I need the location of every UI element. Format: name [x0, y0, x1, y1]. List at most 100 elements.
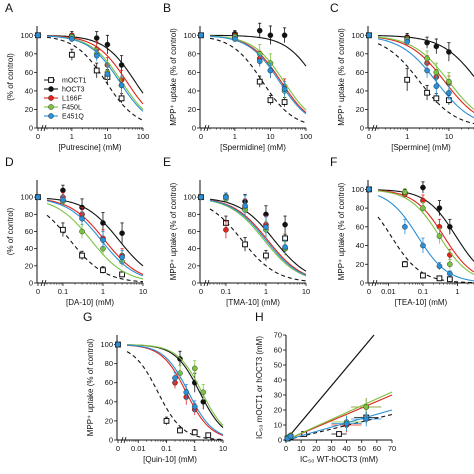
data-point-hoct3 [267, 32, 274, 39]
panel-b: B 0 20 40 60 80 100 0 1 10 100 [Spermidine] (mM) MPP… [163, 1, 312, 152]
data-point-f450l [436, 233, 443, 239]
fit-curve-l166f [377, 36, 474, 113]
legend-marker [48, 86, 54, 92]
data-point-hoct3 [119, 230, 125, 237]
x-tick-label: 100 [137, 132, 150, 141]
x-tick-label: 0 [367, 132, 371, 141]
fit-curve-e451q [209, 35, 307, 115]
x-tick-label: 10 [103, 132, 111, 141]
y-tick-label: 20 [356, 105, 364, 114]
y-tick-label: 80 [356, 204, 364, 213]
panel-label: C [330, 1, 339, 15]
x-axis-label: [DA-10] (mM) [66, 298, 114, 307]
legend: mOCT1 hOCT3 L166F F450L E451Q [44, 77, 87, 121]
axis-break [43, 279, 47, 287]
y-tick-label: 60 [188, 68, 196, 77]
y-tick-label: 0 [360, 124, 364, 133]
data-point-moct1 [401, 261, 408, 268]
series-e451q [377, 38, 474, 119]
data-point-hoct3 [281, 32, 288, 39]
panel-h: H 0 10 20 30 40 50 60 70 0 10 20 30 40 50 60 70 IC₅₀ WT-h… [255, 310, 396, 464]
fit-curve-f450l [209, 200, 307, 277]
axis-break [123, 436, 127, 444]
panel-label: H [255, 310, 264, 324]
data-point-hoct3 [100, 220, 106, 226]
fit-curve-e451q [126, 344, 224, 436]
x-tick-label: 0.1 [161, 444, 171, 453]
y-tick-label: 100 [100, 340, 113, 349]
panel-label: A [5, 1, 13, 15]
x-tick-label: 10 [297, 444, 305, 453]
y-tick-label: 100 [20, 193, 33, 202]
x-tick-label: 50 [358, 444, 366, 453]
axis-break [40, 279, 44, 287]
y-axis-label: IC₅₀ mOCT1 or hOCT3 (mM) [255, 336, 264, 439]
data-point-e451q [223, 194, 229, 200]
x-tick-label: 0 [367, 287, 371, 296]
data-point-e451q [363, 416, 370, 422]
data-point-e451q [420, 242, 426, 249]
data-point-e451q [433, 83, 440, 90]
data-point-f450l [402, 189, 408, 195]
series-moct1 [209, 208, 307, 282]
identity-line [285, 334, 375, 441]
y-tick-label: 80 [105, 359, 113, 368]
fit-curve-l166f [46, 35, 144, 105]
fit-curve-moct1 [126, 351, 224, 441]
axis-break [206, 279, 210, 287]
panel-c: C 0 20 40 60 80 100 0 1 10 [Spermine] (mM) MPP⁺ upt… [330, 1, 474, 152]
y-axis-label: MPP⁺ uptake (% of control) [169, 28, 178, 126]
y-tick-label: 80 [188, 210, 196, 219]
y-tick-label: 40 [188, 244, 196, 253]
axis-break [120, 436, 124, 444]
data-point-moct1 [68, 51, 75, 58]
series-e451q [377, 195, 474, 282]
x-tick-label: 100 [300, 132, 313, 141]
y-axis-label: MPP⁺ uptake (% of control) [337, 28, 346, 126]
data-point-moct1 [191, 429, 198, 436]
regression-line-e451q [285, 409, 393, 441]
axis-break [40, 124, 44, 132]
axis-break [43, 124, 47, 132]
fit-curve-moct1 [46, 36, 144, 121]
control-marker-e451q [198, 32, 204, 39]
data-point-f450l [79, 228, 85, 235]
data-point-e451q [172, 375, 178, 381]
data-point-f450l [363, 404, 370, 410]
series-e451q [46, 35, 144, 112]
series-l166f [126, 344, 224, 436]
series-moct1 [377, 216, 474, 284]
data-point-moct1 [177, 427, 183, 434]
y-tick-label: 60 [25, 227, 33, 236]
data-point-hoct3 [60, 187, 66, 194]
series-l166f [209, 198, 307, 275]
y-tick-label: 80 [25, 49, 33, 58]
x-tick-label: 60 [373, 444, 381, 453]
y-tick-label: 100 [183, 193, 196, 202]
data-point-f450l [191, 365, 198, 372]
fit-curve-l166f [377, 189, 474, 273]
data-point-e451q [118, 82, 125, 89]
data-point-hoct3 [447, 224, 453, 230]
x-tick-label: 0 [36, 132, 40, 141]
data-point-moct1 [433, 95, 440, 102]
fit-curve-hoct3 [46, 35, 144, 94]
fit-curve-e451q [46, 200, 144, 277]
data-point-moct1 [100, 267, 106, 274]
data-point-hoct3 [104, 41, 111, 48]
fit-curve-moct1 [209, 37, 307, 124]
data-point-moct1 [242, 241, 248, 248]
series-e451q [126, 344, 224, 436]
control-marker-e451q [35, 194, 41, 200]
y-tick-label: 80 [25, 210, 33, 219]
x-tick-label: 0.1 [418, 287, 428, 296]
data-point-f450l [447, 261, 453, 268]
x-tick-label: 10 [219, 444, 227, 453]
x-tick-label: 1 [193, 444, 197, 453]
series-f450l [377, 36, 474, 110]
y-tick-label: 100 [183, 31, 196, 40]
axis-break [371, 124, 375, 132]
data-point-hoct3 [93, 35, 100, 41]
legend-marker [48, 113, 54, 119]
